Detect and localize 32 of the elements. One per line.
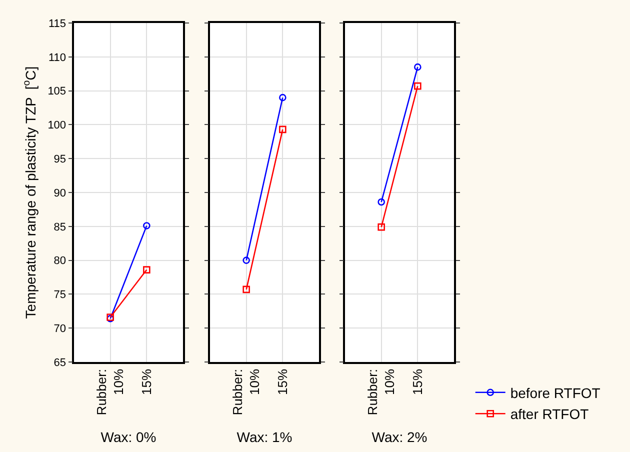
- point: [279, 126, 286, 134]
- x-tick-label: 15%: [274, 368, 290, 395]
- point: [242, 256, 250, 264]
- point: [378, 198, 385, 206]
- legend-label: before RTFOT: [510, 384, 601, 401]
- point: [279, 94, 286, 102]
- point: [143, 266, 150, 274]
- x-axis-title: Wax: 2%: [372, 429, 428, 445]
- x-axis-title: Wax: 1%: [236, 429, 292, 445]
- point: [414, 82, 422, 90]
- x-tick-label: Rubber: 10%: [365, 368, 398, 416]
- legend-label: after RTFOT: [510, 406, 590, 422]
- x-tick-label: Rubber: 10%: [94, 368, 126, 416]
- x-axis-title: Wax: 0%: [100, 429, 156, 445]
- y-tick-label: 85: [54, 221, 66, 234]
- y-tick-label: 100: [48, 120, 66, 132]
- y-tick-label: 90: [54, 187, 66, 200]
- x-tick-label: 15%: [138, 368, 154, 395]
- y-tick-label: 80: [54, 255, 66, 268]
- y-tick-label: 115: [48, 18, 66, 30]
- x-tick-label: Rubber: 10%: [230, 368, 262, 416]
- y-tick-label: 70: [54, 322, 66, 335]
- y-tick-label: 65: [54, 356, 66, 369]
- point: [242, 286, 250, 294]
- point: [414, 63, 422, 71]
- x-tick-label: 15%: [410, 368, 425, 395]
- point: [378, 223, 385, 231]
- y-tick-label: 75: [54, 289, 66, 302]
- point: [143, 222, 150, 230]
- y-tick-label: 110: [48, 52, 66, 64]
- y-tick-label: 95: [54, 153, 66, 166]
- y-tick-label: 105: [48, 86, 66, 98]
